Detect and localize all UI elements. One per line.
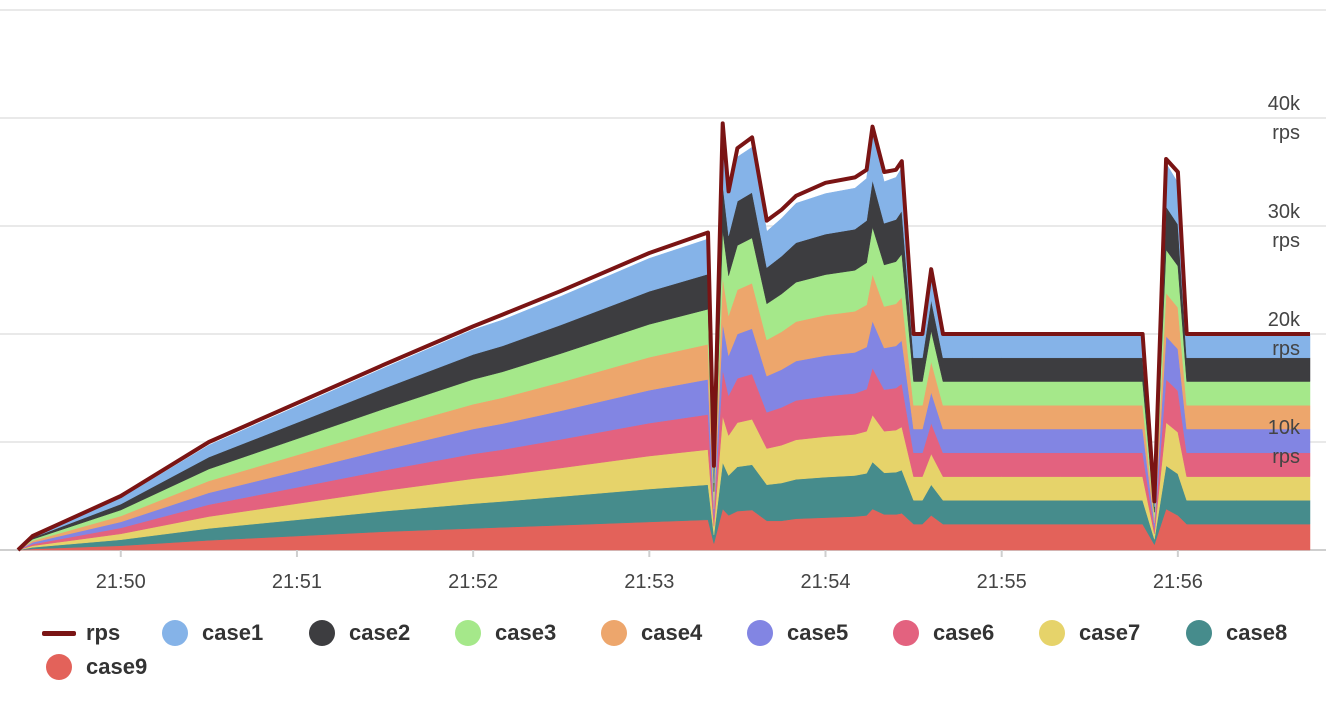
x-tick-label: 21:56: [1153, 571, 1203, 593]
legend-swatch: [309, 620, 335, 646]
x-tick-label: 21:50: [96, 571, 146, 593]
legend-swatch: [1186, 620, 1212, 646]
legend-item-case2[interactable]: case2: [309, 616, 410, 650]
legend-label: case8: [1226, 620, 1288, 645]
legend-item-case8[interactable]: case8: [1186, 616, 1287, 650]
legend-item-case5[interactable]: case5: [747, 616, 848, 650]
legend-item-case3[interactable]: case3: [455, 616, 556, 650]
legend-swatch: [747, 620, 773, 646]
legend-label: case7: [1079, 620, 1141, 645]
area-series-group: [17, 133, 1311, 551]
x-tick-label: 21:54: [800, 571, 850, 593]
legend-item-case4[interactable]: case4: [601, 616, 702, 650]
x-axis-ticks: 21:50 21:51 21:52 21:53 21:54 21:55 21:56: [96, 550, 1203, 593]
stacked-area-chart: 21:50 21:51 21:52 21:53 21:54 21:55 21:56 10k r…: [0, 9, 1326, 593]
x-tick-label: 21:53: [624, 571, 674, 593]
legend-item-rps[interactable]: rps: [42, 616, 120, 650]
y-tick-label: 30k rps: [1268, 201, 1301, 252]
x-tick-label: 21:55: [977, 571, 1027, 593]
legend-label: case5: [787, 620, 849, 645]
legend-swatch: [162, 620, 188, 646]
line-rps: [16, 121, 1310, 552]
legend-label: rps: [86, 620, 121, 645]
y-axis-ticks: 10k rps 20k rps 30k rps 40k rps: [1268, 93, 1301, 468]
legend-label: case2: [349, 620, 411, 645]
legend-swatch: [42, 630, 76, 636]
y-tick-label: 10k rps: [1268, 417, 1301, 468]
legend: rps case1 case2 case3 case4 case5 case6 case7 ca…: [0, 616, 1326, 716]
legend-item-case9[interactable]: case9: [46, 650, 147, 684]
legend-swatch: [455, 620, 481, 646]
legend-label: case4: [641, 620, 703, 645]
legend-item-case1[interactable]: case1: [162, 616, 263, 650]
legend-swatch: [46, 654, 72, 680]
legend-label: case3: [495, 620, 557, 645]
y-tick-label: 40k rps: [1268, 93, 1301, 144]
line-series-group: [16, 121, 1310, 552]
x-tick-label: 21:52: [448, 571, 498, 593]
y-tick-label: 20k rps: [1268, 309, 1301, 360]
legend-label: case6: [933, 620, 995, 645]
legend-item-case6[interactable]: case6: [893, 616, 994, 650]
legend-label: case9: [86, 654, 148, 679]
legend-swatch: [1039, 620, 1065, 646]
area-case1: [17, 133, 1311, 551]
legend-swatch: [601, 620, 627, 646]
x-tick-label: 21:51: [272, 571, 322, 593]
legend-item-case7[interactable]: case7: [1039, 616, 1140, 650]
legend-swatch: [893, 620, 919, 646]
legend-label: case1: [202, 620, 264, 645]
